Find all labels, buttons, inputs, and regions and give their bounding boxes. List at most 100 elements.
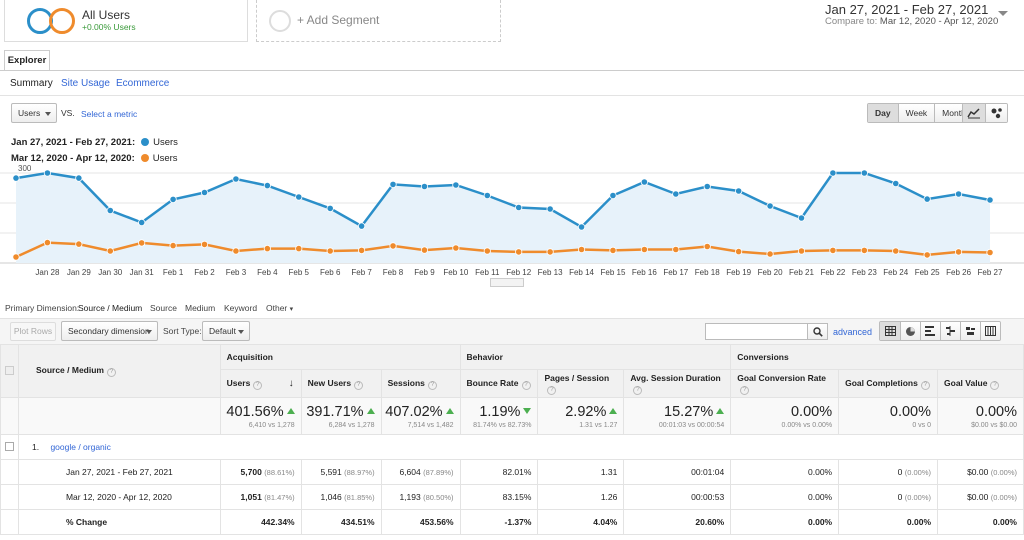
y-tick-label: 300 bbox=[18, 164, 32, 173]
plot-rows-button[interactable]: Plot Rows bbox=[10, 322, 56, 341]
x-tick-label: Feb 22 bbox=[820, 268, 845, 277]
day-button[interactable]: Day bbox=[868, 104, 898, 122]
help-icon[interactable]: ? bbox=[547, 385, 557, 395]
dimension-other[interactable]: Other ▾ bbox=[266, 303, 293, 313]
table-search-input[interactable] bbox=[705, 323, 808, 340]
x-tick-label: Feb 21 bbox=[789, 268, 814, 277]
total-value-text: 1.19% bbox=[479, 403, 521, 420]
column-header[interactable]: Bounce Rate? bbox=[459, 369, 539, 398]
help-icon[interactable]: ? bbox=[106, 368, 116, 377]
data-point-current bbox=[326, 204, 334, 213]
total-cell: 0.00% 0.00% vs 0.00% bbox=[730, 397, 840, 435]
add-segment-label: + Add Segment bbox=[297, 13, 380, 27]
data-point-previous bbox=[860, 246, 868, 255]
subtab-summary[interactable]: Summary bbox=[10, 78, 53, 89]
cell-percent: (0.00%) bbox=[990, 493, 1017, 502]
dimension-header-label: Source / Medium bbox=[35, 365, 104, 375]
subrow-cell: 00:01:04 bbox=[623, 459, 732, 485]
total-value: 407.02% bbox=[382, 404, 454, 420]
dimension-header[interactable]: Source / Medium? bbox=[17, 344, 221, 398]
data-point-current bbox=[200, 188, 209, 197]
pivot-icon[interactable] bbox=[980, 322, 1000, 340]
cell-percent: (0.00%) bbox=[990, 468, 1017, 477]
x-tick-label: Feb 13 bbox=[538, 268, 563, 277]
subrow-cell: 1.26 bbox=[537, 484, 625, 510]
data-point-current bbox=[829, 169, 837, 177]
data-point-current bbox=[169, 195, 177, 204]
trend-up-icon bbox=[609, 407, 618, 414]
line-chart-icon[interactable] bbox=[963, 104, 985, 122]
sort-type-select[interactable]: Default bbox=[202, 321, 250, 341]
subrow-cell: 82.01% bbox=[459, 459, 539, 485]
trend-up-icon bbox=[366, 407, 375, 414]
primary-dimension-selected[interactable]: Source / Medium bbox=[78, 303, 143, 313]
search-icon[interactable] bbox=[808, 323, 828, 340]
select-metric-link[interactable]: Select a metric bbox=[81, 109, 138, 119]
data-table-icon[interactable] bbox=[880, 322, 900, 340]
dimension-source[interactable]: Source bbox=[150, 303, 177, 313]
column-header-label: Users bbox=[226, 377, 251, 388]
column-header[interactable]: Sessions? bbox=[380, 369, 461, 398]
column-header[interactable]: Avg. Session Duration? bbox=[623, 369, 732, 398]
date-range[interactable]: Jan 27, 2021 - Feb 27, 2021 bbox=[825, 2, 989, 17]
date-dropdown-caret-icon[interactable] bbox=[998, 11, 1008, 16]
subtab-site-usage[interactable]: Site Usage bbox=[61, 78, 110, 89]
cell-percent: (0.00%) bbox=[904, 493, 932, 502]
dimension-keyword[interactable]: Keyword bbox=[224, 303, 258, 313]
column-header-row: Users? ↓ New Users? Sessions? Bounce Rate? Pa… bbox=[1, 369, 1024, 398]
help-icon[interactable]: ? bbox=[990, 380, 1000, 390]
cell-value: 00:01:04 bbox=[691, 467, 725, 477]
column-header[interactable]: Users? ↓ bbox=[219, 369, 302, 398]
help-icon[interactable]: ? bbox=[920, 380, 930, 390]
secondary-dimension-select[interactable]: Secondary dimension bbox=[61, 321, 158, 341]
table-row[interactable]: 1. google / organic bbox=[0, 434, 1024, 460]
comparison-icon[interactable] bbox=[940, 322, 960, 340]
pie-chart-icon[interactable] bbox=[900, 322, 920, 340]
help-icon[interactable]: ? bbox=[521, 380, 531, 390]
tab-explorer[interactable]: Explorer bbox=[4, 50, 50, 70]
x-tick-label: Feb 8 bbox=[383, 268, 404, 277]
metric-select[interactable]: Users bbox=[11, 103, 57, 123]
add-segment-button[interactable]: + Add Segment bbox=[256, 0, 501, 42]
segment-card-all-users[interactable]: All Users +0.00% Users bbox=[4, 0, 248, 42]
motion-chart-icon[interactable] bbox=[985, 104, 1007, 122]
column-header[interactable]: New Users? bbox=[300, 369, 382, 398]
sort-arrow-icon[interactable]: ↓ bbox=[288, 378, 294, 389]
help-icon[interactable]: ? bbox=[740, 385, 750, 395]
data-point-previous bbox=[452, 244, 460, 252]
column-header[interactable]: Goal Value? bbox=[937, 369, 1024, 398]
week-button[interactable]: Week bbox=[897, 104, 935, 122]
help-icon[interactable]: ? bbox=[633, 385, 643, 395]
data-point-current bbox=[106, 206, 114, 215]
dimension-medium[interactable]: Medium bbox=[185, 303, 216, 313]
column-header[interactable]: Goal Conversion Rate? bbox=[730, 369, 840, 398]
advanced-filter-link[interactable]: advanced bbox=[833, 327, 873, 337]
row-dimension-link[interactable]: google / organic bbox=[50, 442, 111, 452]
row-index: 1. bbox=[31, 442, 40, 452]
data-point-previous bbox=[75, 240, 83, 248]
add-segment-circle-icon bbox=[269, 10, 291, 32]
column-header[interactable]: Goal Completions? bbox=[838, 369, 939, 398]
subtab-ecommerce[interactable]: Ecommerce bbox=[116, 78, 170, 89]
subrow-cell: 6,604 (87.89%) bbox=[380, 459, 461, 485]
row-checkbox[interactable] bbox=[4, 441, 14, 451]
term-cloud-icon[interactable] bbox=[960, 322, 980, 340]
data-point-current bbox=[546, 205, 554, 213]
help-icon[interactable]: ? bbox=[253, 380, 263, 390]
data-point-previous bbox=[609, 246, 617, 255]
data-point-previous bbox=[358, 246, 366, 255]
column-header[interactable]: Pages / Session? bbox=[537, 369, 625, 398]
data-point-current bbox=[420, 182, 429, 191]
select-all-checkbox[interactable] bbox=[4, 365, 14, 375]
group-header-row: Source / Medium? Acquisition Behavior Co… bbox=[0, 344, 1024, 398]
data-point-previous bbox=[295, 245, 303, 253]
compare-to[interactable]: Compare to: Mar 12, 2020 - Apr 12, 2020 bbox=[825, 16, 998, 27]
help-icon[interactable]: ? bbox=[427, 380, 437, 390]
x-tick-label: Feb 15 bbox=[601, 268, 626, 277]
total-value-text: 391.71% bbox=[306, 403, 364, 420]
total-value: 391.71% bbox=[302, 404, 375, 420]
performance-bar-icon[interactable] bbox=[920, 322, 940, 340]
chart-resize-handle[interactable] bbox=[490, 278, 524, 287]
help-icon[interactable]: ? bbox=[354, 380, 364, 390]
